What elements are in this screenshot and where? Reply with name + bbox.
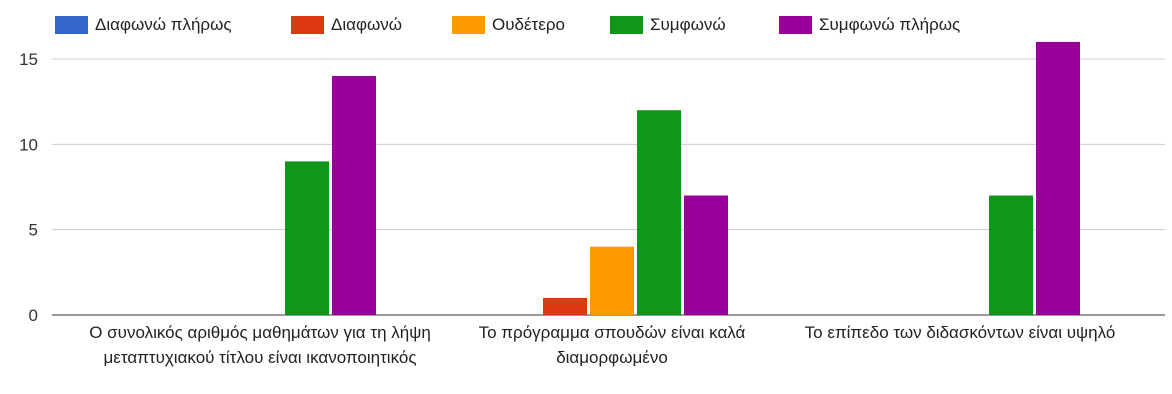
legend-swatch xyxy=(610,16,643,34)
y-tick-label: 10 xyxy=(19,135,38,154)
bar xyxy=(285,161,329,315)
legend-item: Συμφωνώ πλήρως xyxy=(779,15,960,35)
legend-label: Συμφωνώ xyxy=(650,15,726,34)
legend-label: Ουδέτερο xyxy=(492,15,565,34)
bar xyxy=(590,246,634,315)
x-category-label: Ο συνολικός αριθμός μαθημάτων για τη λήψ… xyxy=(89,323,431,367)
legend-swatch xyxy=(291,16,324,34)
legend-swatch xyxy=(452,16,485,34)
legend-item: Συμφωνώ xyxy=(610,15,726,35)
legend-item: Διαφωνώ πλήρως xyxy=(55,15,232,35)
legend-label: Διαφωνώ xyxy=(331,15,403,34)
bar xyxy=(332,76,376,315)
bar xyxy=(684,195,728,315)
x-category-label: Το πρόγραμμα σπουδών είναι καλά διαμορφω… xyxy=(478,323,746,367)
bar xyxy=(1036,41,1080,315)
y-tick-label: 5 xyxy=(29,221,38,240)
y-tick-label: 15 xyxy=(19,50,38,69)
legend-swatch xyxy=(779,16,812,34)
x-category-label: Το επίπεδο των διδασκόντων είναι υψηλό xyxy=(804,323,1116,342)
legend-item: Διαφωνώ xyxy=(291,15,402,35)
bar xyxy=(543,297,587,315)
legend-label: Συμφωνώ πλήρως xyxy=(819,15,961,34)
legend-swatch xyxy=(55,16,88,34)
bar xyxy=(989,195,1033,315)
legend-label: Διαφωνώ πλήρως xyxy=(95,15,232,34)
legend-item: Ουδέτερο xyxy=(452,15,565,35)
y-tick-label: 0 xyxy=(29,306,38,325)
bar xyxy=(637,110,681,315)
